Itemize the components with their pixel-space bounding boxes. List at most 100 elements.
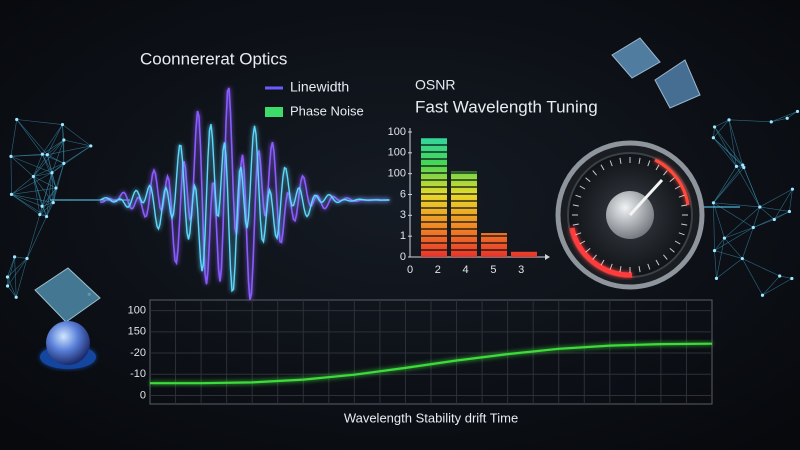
x-axis-arrow: [545, 254, 550, 260]
gauge-tick: [674, 240, 681, 245]
network-link: [716, 258, 743, 279]
network-link: [42, 139, 65, 155]
network-node: [12, 255, 17, 259]
network-link: [714, 227, 754, 251]
network-node: [760, 293, 765, 297]
y-tick-label: 100: [388, 147, 406, 159]
network-node: [9, 192, 14, 197]
network-link: [51, 145, 91, 174]
network-link: [26, 216, 47, 259]
network-link: [713, 166, 737, 203]
legend-label: Phase Noise: [290, 103, 364, 118]
network-node: [751, 225, 755, 230]
bar: [421, 138, 447, 257]
network-link: [713, 119, 730, 138]
x-tick-label: 3: [518, 264, 524, 276]
network-node: [712, 125, 717, 129]
network-link: [7, 256, 15, 287]
network-link: [10, 156, 12, 195]
network-left: [5, 117, 130, 299]
network-link: [51, 163, 65, 174]
gauge-tick: [575, 232, 582, 236]
network-link: [716, 238, 725, 279]
y-tick-label: 3: [400, 209, 406, 221]
gauge-tick: [681, 204, 688, 207]
network-node: [741, 163, 745, 167]
gauge-tick: [579, 240, 586, 245]
network-node: [769, 120, 773, 124]
network-link: [714, 126, 743, 166]
gauge-tick: [638, 157, 641, 164]
network-link: [33, 176, 41, 215]
gauge-tick: [609, 160, 613, 167]
network-link: [713, 126, 715, 138]
x-axis-label: Wavelength Stability drift Time: [344, 410, 518, 425]
network-link: [51, 172, 54, 203]
network-link: [714, 119, 730, 128]
gauge: [555, 140, 705, 290]
x-tick-label: 0: [407, 264, 413, 276]
network-link: [46, 202, 54, 217]
network-node: [31, 174, 36, 179]
network-link: [63, 139, 91, 147]
network-link: [724, 227, 754, 239]
y-tick-label: 100: [388, 168, 406, 180]
gauge-tick: [575, 194, 582, 198]
network-link: [11, 176, 34, 195]
network-link: [759, 206, 775, 220]
network-node: [25, 256, 29, 261]
network-link: [753, 211, 790, 228]
network-node: [714, 276, 719, 280]
network-node: [772, 217, 776, 222]
network-link: [11, 194, 54, 203]
gauge-tick: [592, 254, 597, 260]
stability-line: [150, 342, 713, 385]
network-node: [89, 144, 93, 148]
network-link: [713, 202, 725, 239]
network-node: [54, 186, 58, 190]
network-node: [44, 214, 49, 219]
bar: [511, 251, 537, 257]
gauge-tick: [579, 185, 586, 190]
network-link: [762, 275, 780, 296]
gauge-tick: [619, 157, 622, 164]
network-link: [10, 156, 34, 177]
network-node: [60, 122, 65, 127]
network-link: [42, 154, 57, 189]
network-link: [759, 188, 793, 208]
network-link: [736, 166, 761, 208]
network-link: [771, 117, 788, 123]
x-tick-label: 2: [435, 264, 441, 276]
bar-panel-title: Fast Wavelength Tuning: [415, 97, 598, 116]
network-link: [713, 164, 743, 203]
network-node: [740, 256, 744, 261]
network-link: [33, 139, 65, 177]
network-link: [11, 194, 41, 215]
gauge-tick: [600, 259, 605, 266]
network-link: [14, 256, 28, 259]
network-link: [729, 119, 772, 123]
bar-panel-label: OSNR: [415, 77, 455, 93]
y-tick-label: 100: [128, 305, 146, 317]
network-link: [789, 189, 793, 212]
network-link: [11, 194, 43, 207]
network-node: [62, 138, 66, 142]
legend-label: Linewidth: [290, 79, 349, 95]
network-link: [713, 202, 760, 208]
network-node: [711, 201, 716, 205]
network-link: [52, 163, 65, 203]
gauge-tick: [619, 266, 622, 273]
network-link: [742, 258, 763, 296]
network-link: [759, 206, 790, 212]
network-node: [758, 205, 762, 209]
network-node: [15, 117, 19, 122]
network-link: [14, 256, 17, 298]
y-tick-label: 100: [388, 126, 406, 138]
network-node: [40, 152, 44, 156]
network-link: [10, 153, 43, 157]
network-node: [50, 171, 54, 175]
network-link: [51, 172, 57, 189]
network-node: [5, 284, 10, 288]
